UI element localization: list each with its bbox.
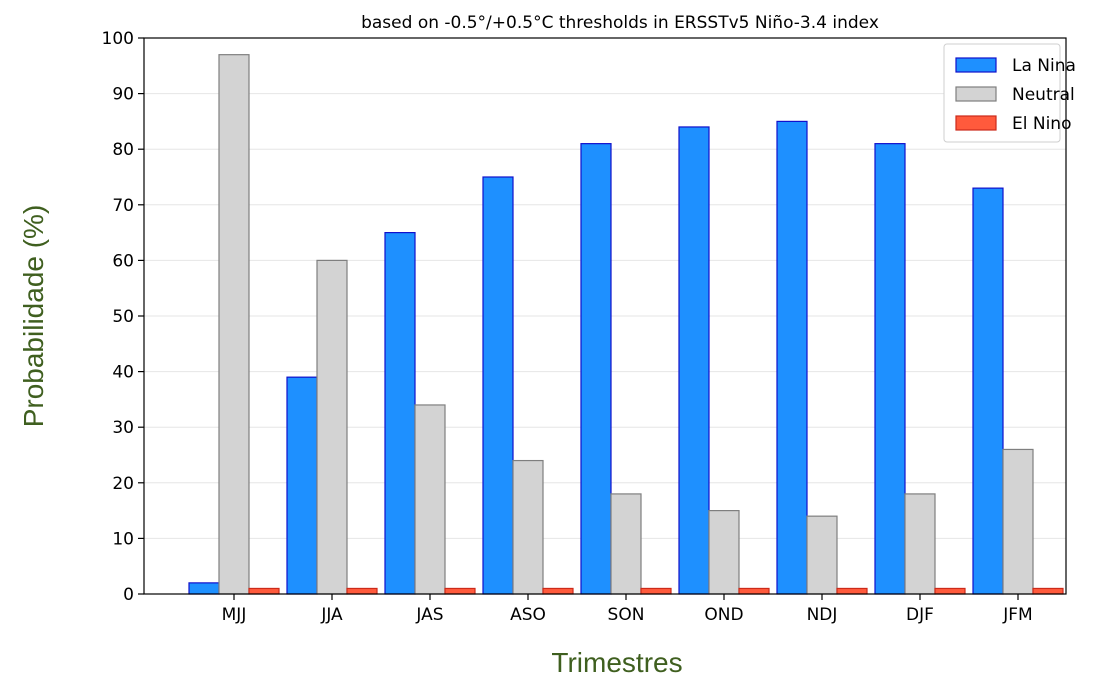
- legend-swatch-la-nina: [955, 57, 997, 73]
- bar-neutral-jfm: [1002, 448, 1034, 595]
- legend-swatch-el-nino: [955, 115, 997, 131]
- x-tick-label: JFM: [1002, 605, 1032, 625]
- bar-la-nina-aso: [482, 176, 514, 595]
- bar-neutral-aso: [512, 459, 544, 595]
- legend-label-el-nino: El Nino: [1012, 114, 1071, 134]
- y-tick-label: 90: [112, 85, 134, 105]
- bar-el-nino-jas: [444, 587, 476, 595]
- y-axis-title: Probabilidade (%): [18, 205, 49, 428]
- legend: La Nina Neutral El Nino: [943, 43, 1076, 143]
- y-tick-label: 0: [123, 585, 134, 605]
- bars: [188, 54, 1064, 595]
- y-tick-label: 100: [102, 29, 134, 49]
- bar-neutral-jja: [316, 259, 348, 595]
- x-tick-label: JJA: [320, 605, 343, 625]
- bar-neutral-ndj: [806, 515, 838, 595]
- legend-swatch-neutral: [955, 86, 997, 102]
- y-tick-label: 20: [112, 474, 134, 494]
- bar-la-nina-ond: [678, 126, 710, 595]
- bar-el-nino-ndj: [836, 587, 868, 595]
- bar-neutral-mjj: [218, 54, 250, 595]
- bar-el-nino-jja: [346, 587, 378, 595]
- bar-el-nino-mjj: [248, 587, 280, 595]
- y-tick-label: 40: [112, 363, 134, 383]
- x-tick-label: MJJ: [222, 605, 247, 625]
- y-tick-label: 50: [112, 307, 134, 327]
- bar-neutral-jas: [414, 404, 446, 595]
- bar-neutral-djf: [904, 493, 936, 595]
- x-tick-label: ASO: [510, 605, 546, 625]
- bar-la-nina-ndj: [776, 120, 808, 595]
- bar-el-nino-ond: [738, 587, 770, 595]
- chart-title: based on -0.5°/+0.5°C thresholds in ERSS…: [361, 13, 879, 33]
- bar-la-nina-djf: [874, 143, 906, 595]
- x-tick-label: SON: [608, 605, 645, 625]
- bar-la-nina-jfm: [972, 187, 1004, 595]
- y-axis-ticks: 0 10 20 30 40 50 60 70 80 90 100: [102, 29, 144, 605]
- legend-label-la-nina: La Nina: [1012, 56, 1076, 76]
- bar-la-nina-son: [580, 143, 612, 595]
- y-tick-label: 70: [112, 196, 134, 216]
- x-tick-label: DJF: [906, 605, 934, 625]
- bar-el-nino-djf: [934, 587, 966, 595]
- x-tick-label: JAS: [415, 605, 443, 625]
- bar-la-nina-jja: [286, 376, 318, 595]
- y-tick-label: 80: [112, 140, 134, 160]
- x-tick-label: NDJ: [807, 605, 838, 625]
- bar-la-nina-jas: [384, 232, 416, 595]
- y-tick-label: 10: [112, 529, 134, 549]
- bar-el-nino-jfm: [1032, 587, 1064, 595]
- y-tick-label: 30: [112, 418, 134, 438]
- bar-neutral-son: [610, 493, 642, 595]
- bar-la-nina-mjj: [188, 582, 220, 595]
- legend-label-neutral: Neutral: [1012, 85, 1075, 105]
- bar-neutral-ond: [708, 510, 740, 595]
- x-tick-label: OND: [704, 605, 743, 625]
- x-axis-ticks: MJJ JJA JAS ASO SON OND NDJ DJF JFM: [222, 594, 1033, 625]
- bar-el-nino-aso: [542, 587, 574, 595]
- bar-el-nino-son: [640, 587, 672, 595]
- y-tick-label: 60: [112, 251, 134, 271]
- x-axis-title: Trimestres: [551, 647, 682, 678]
